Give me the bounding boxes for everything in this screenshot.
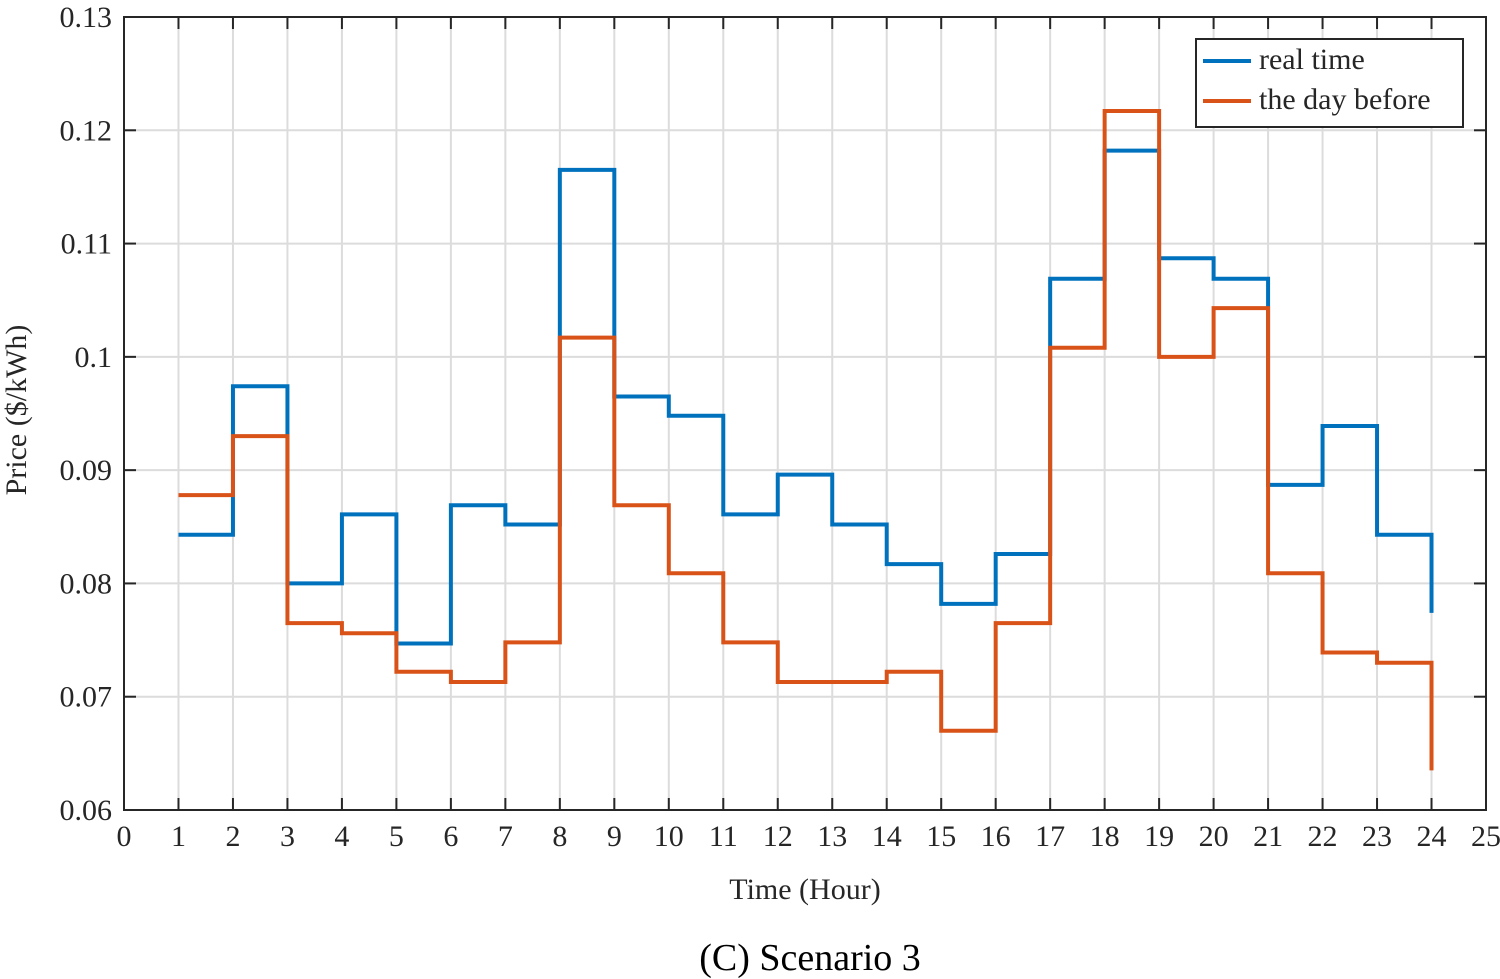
x-axis-label: Time (Hour) [729, 873, 880, 906]
legend-label-day-before: the day before [1259, 83, 1431, 116]
x-tick-label: 0 [117, 820, 132, 853]
y-tick-label: 0.07 [60, 681, 113, 714]
x-tick-label: 9 [607, 820, 622, 853]
x-tick-label: 11 [709, 820, 738, 853]
x-tick-label: 22 [1308, 820, 1338, 853]
plot-frame [123, 16, 1487, 811]
ticks [123, 16, 1487, 811]
x-tick-label: 19 [1144, 820, 1174, 853]
x-tick-label: 5 [389, 820, 404, 853]
legend-label-real-time: real time [1259, 43, 1365, 76]
x-tick-label: 14 [872, 820, 902, 853]
y-tick-labels: 0.06 0.07 0.08 0.09 0.1 0.11 0.12 0.13 [60, 1, 113, 827]
series-line-day-before [178, 109, 1434, 771]
legend: real time the day before [1195, 38, 1464, 128]
x-tick-label: 15 [926, 820, 956, 853]
x-tick-label: 23 [1362, 820, 1392, 853]
figure-caption: (C) Scenario 3 [699, 937, 921, 979]
y-tick-label: 0.09 [60, 454, 113, 487]
x-tick-labels: 0 1 2 3 4 5 6 7 8 9 10 11 12 13 14 15 16 17 18 19 20 21 22 23 24… [117, 820, 1500, 853]
grid [124, 17, 1486, 810]
y-tick-label: 0.1 [75, 341, 113, 374]
x-tick-label: 24 [1417, 820, 1447, 853]
y-tick-label: 0.13 [60, 1, 113, 34]
x-tick-label: 17 [1035, 820, 1065, 853]
x-tick-label: 16 [981, 820, 1011, 853]
x-tick-label: 3 [280, 820, 295, 853]
x-tick-label: 25 [1471, 820, 1500, 853]
x-tick-label: 12 [763, 820, 793, 853]
y-tick-label: 0.11 [61, 228, 112, 261]
x-tick-label: 10 [654, 820, 684, 853]
series-line-real-time [178, 148, 1434, 646]
x-tick-label: 21 [1253, 820, 1283, 853]
legend-box [1195, 38, 1464, 128]
x-tick-label: 13 [817, 820, 847, 853]
y-axis-label: Price ($/kWh) [0, 325, 33, 496]
x-tick-label: 18 [1090, 820, 1120, 853]
x-tick-label: 4 [334, 820, 349, 853]
y-tick-label: 0.12 [60, 114, 113, 147]
series-layer [178, 109, 1434, 771]
x-tick-label: 1 [171, 820, 186, 853]
y-tick-label: 0.08 [60, 567, 113, 600]
y-tick-label: 0.06 [60, 794, 113, 827]
x-tick-label: 8 [552, 820, 567, 853]
x-tick-label: 7 [498, 820, 513, 853]
x-tick-label: 6 [443, 820, 458, 853]
x-tick-label: 2 [225, 820, 240, 853]
x-tick-label: 20 [1199, 820, 1229, 853]
